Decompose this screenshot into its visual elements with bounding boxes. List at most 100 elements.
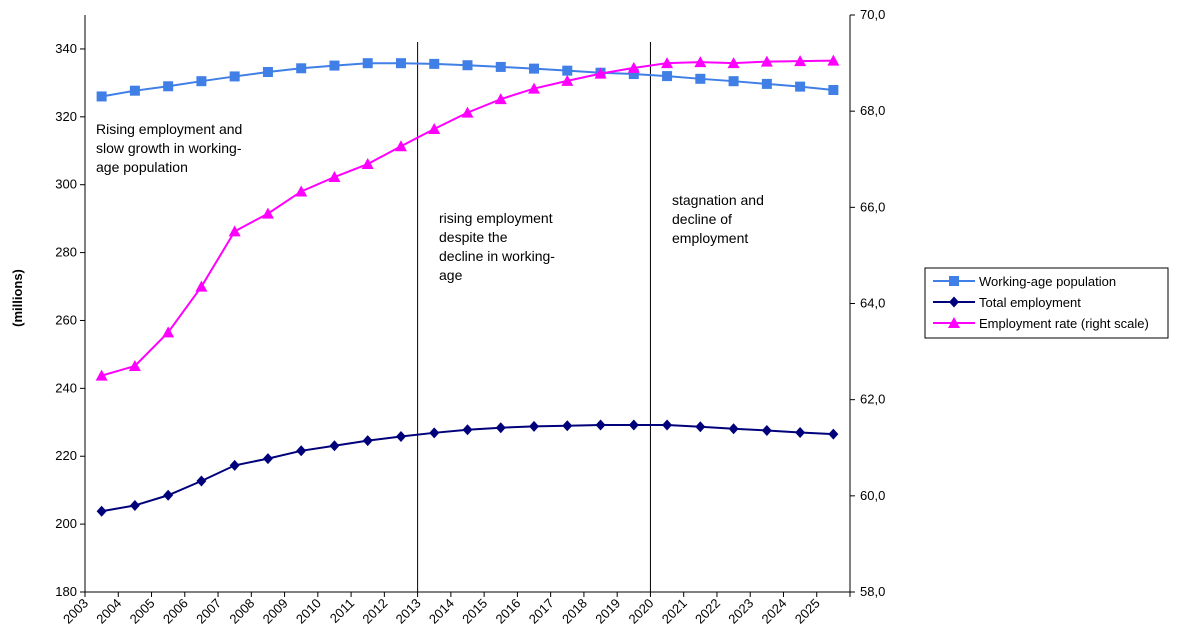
data-point [196, 475, 207, 487]
left-tick-label: 260 [55, 312, 77, 327]
data-point [462, 424, 473, 436]
annotation-line: rising employment [439, 210, 553, 226]
data-point [828, 428, 839, 440]
data-point [195, 280, 208, 292]
legend-label: Employment rate (right scale) [979, 316, 1149, 331]
annotation-line: Rising employment and [96, 121, 242, 137]
data-point [627, 61, 640, 73]
annotation-line: age population [96, 159, 188, 175]
annotation-line: employment [672, 230, 748, 246]
data-point [495, 422, 506, 434]
series-employment-rate-right-scale [95, 54, 840, 381]
x-tick-label: 2014 [426, 596, 457, 627]
right-y-axis: 58,0 60,0 62,0 64,0 66,0 68,0 70,0 [850, 7, 885, 599]
series-working-age-population [96, 58, 839, 102]
data-point [329, 60, 340, 71]
data-point [661, 57, 674, 69]
right-tick-label: 64,0 [860, 296, 885, 311]
data-point [949, 276, 959, 286]
data-point [562, 65, 573, 76]
data-point [296, 63, 307, 74]
data-point [429, 427, 440, 439]
plot-area [84, 15, 851, 593]
left-tick-label: 280 [55, 245, 77, 260]
x-tick-label: 2018 [559, 596, 590, 627]
x-axis: 2003 2004 2005 2006 2007 2008 2009 2010 2011 2012… [60, 592, 851, 627]
left-tick-label: 200 [55, 516, 77, 531]
legend-item: Total employment [933, 295, 1081, 310]
data-point [727, 57, 740, 69]
data-point [662, 71, 673, 82]
annotation: rising employment despite the decline in w… [439, 210, 555, 283]
annotation-line: slow growth in working- [96, 140, 242, 156]
data-point [795, 81, 806, 92]
data-point [948, 317, 960, 328]
annotation-line: despite the [439, 229, 508, 245]
data-point [429, 58, 440, 69]
data-point [395, 431, 406, 443]
data-point [329, 440, 340, 452]
data-point [328, 171, 341, 183]
period-dividers [417, 42, 651, 592]
left-tick-label: 220 [55, 448, 77, 463]
data-point [494, 93, 507, 105]
right-tick-label: 66,0 [860, 199, 885, 214]
annotation-line: decline in working- [439, 248, 555, 264]
data-point [561, 74, 574, 86]
data-point [96, 505, 107, 517]
data-point [461, 106, 474, 118]
left-y-axis: 180 200 220 240 260 280 300 320 340 [55, 41, 85, 599]
data-point [495, 61, 506, 72]
data-point [828, 85, 839, 96]
data-point [628, 419, 639, 431]
data-point [395, 58, 406, 69]
data-point [662, 419, 673, 431]
left-tick-label: 320 [55, 109, 77, 124]
data-point [129, 85, 140, 96]
data-point [794, 55, 807, 67]
x-tick-label: 2010 [293, 596, 324, 627]
right-tick-label: 60,0 [860, 488, 885, 503]
data-point [262, 453, 273, 465]
data-point [96, 91, 107, 102]
data-point [162, 326, 175, 338]
y-axis-title: (millions) [10, 269, 25, 327]
series-line [101, 424, 834, 513]
data-point [95, 369, 108, 381]
x-tick-label: 2012 [359, 596, 390, 627]
legend: Working-age population Total employment Em… [924, 267, 1169, 339]
right-tick-label: 70,0 [860, 7, 885, 22]
data-point [296, 445, 307, 457]
data-point [761, 424, 772, 436]
data-point [129, 499, 140, 511]
x-tick-label: 2007 [193, 596, 224, 627]
x-tick-label: 2017 [526, 596, 557, 627]
left-tick-label: 340 [55, 41, 77, 56]
data-point [163, 81, 174, 92]
data-point [262, 67, 273, 78]
legend-item: Employment rate (right scale) [933, 316, 1149, 331]
x-tick-label: 2023 [725, 596, 756, 627]
series-layer [95, 54, 840, 517]
legend-label: Working-age population [979, 274, 1116, 289]
x-tick-label: 2019 [592, 596, 623, 627]
x-tick-label: 2025 [792, 596, 823, 627]
data-point [728, 423, 739, 435]
x-tick-label: 2024 [759, 596, 790, 627]
data-point [428, 122, 441, 134]
data-point [695, 421, 706, 433]
period-annotations: Rising employment and slow growth in work… [96, 121, 764, 283]
data-point [695, 73, 706, 84]
x-tick-label: 2009 [260, 596, 291, 627]
right-tick-label: 58,0 [860, 584, 885, 599]
annotation: stagnation and decline of employment [672, 192, 764, 246]
data-point [827, 54, 840, 66]
data-point [362, 58, 373, 69]
data-point [528, 82, 541, 94]
legend-item: Working-age population [933, 274, 1116, 289]
left-tick-label: 300 [55, 177, 77, 192]
data-point [228, 225, 241, 237]
data-point [795, 426, 806, 438]
x-tick-label: 2005 [127, 596, 158, 627]
